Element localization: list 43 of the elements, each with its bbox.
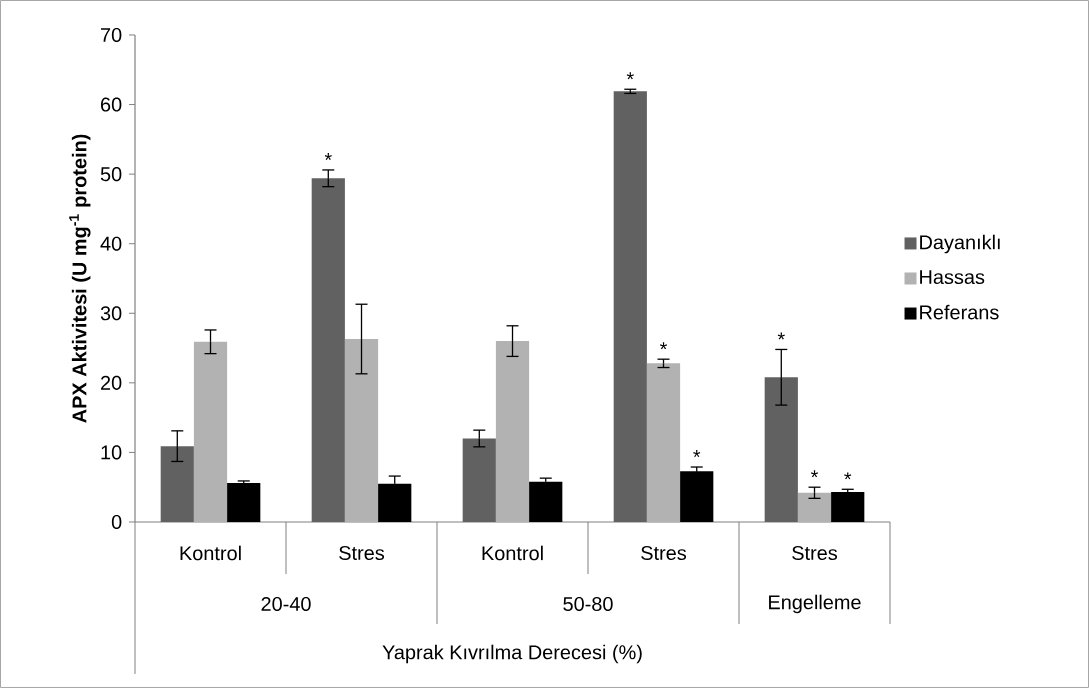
bar — [227, 483, 261, 522]
x-tick-label: Kontrol — [482, 545, 543, 561]
bar — [680, 471, 714, 522]
data-label: * — [659, 342, 668, 350]
bar — [529, 481, 563, 522]
y-tick-label: 10 — [101, 445, 122, 460]
data-label: * — [324, 153, 332, 161]
y-tick-label: 50 — [100, 167, 122, 182]
x-axis-title: Yaprak Kıvrılma Derecesi (%) — [382, 644, 642, 664]
legend-label: Referans — [920, 304, 999, 320]
bar — [344, 339, 379, 522]
data-label: * — [693, 450, 701, 458]
x-tick-label: Stres — [792, 545, 838, 561]
x-tick-label: Stres — [339, 545, 385, 561]
legend-label: Dayanıklı — [920, 234, 1000, 254]
y-tick-label: 0 — [111, 514, 122, 530]
bar — [160, 446, 194, 522]
text: Engelleme — [769, 594, 861, 614]
bar — [613, 91, 647, 522]
x-tick-label: Stres — [641, 545, 687, 561]
bar — [764, 377, 798, 522]
bar — [831, 492, 865, 522]
bar — [646, 363, 681, 522]
text: 50-80 — [563, 596, 613, 612]
bar — [797, 492, 832, 522]
data-label: * — [844, 472, 852, 480]
bar — [378, 483, 412, 522]
x-tick-label: Kontrol — [180, 545, 241, 561]
data-label: * — [626, 72, 634, 80]
data-label: * — [777, 332, 785, 340]
data-label: * — [810, 470, 819, 478]
y-tick-label: 30 — [100, 306, 122, 321]
y-tick-label: 20 — [101, 375, 122, 390]
y-tick-label: 40 — [100, 236, 122, 251]
bar — [495, 341, 530, 522]
y-tick-label: 70 — [101, 27, 122, 43]
bar — [193, 341, 228, 522]
y-axis-title: APX Aktivitesi (U mg$^{-1}$ protein) — [69, 134, 91, 423]
text: 20-40 — [261, 596, 311, 612]
legend-label: Hassas — [920, 270, 985, 285]
bar — [462, 438, 496, 522]
bar — [311, 178, 345, 522]
y-tick-label: 60 — [101, 97, 122, 112]
